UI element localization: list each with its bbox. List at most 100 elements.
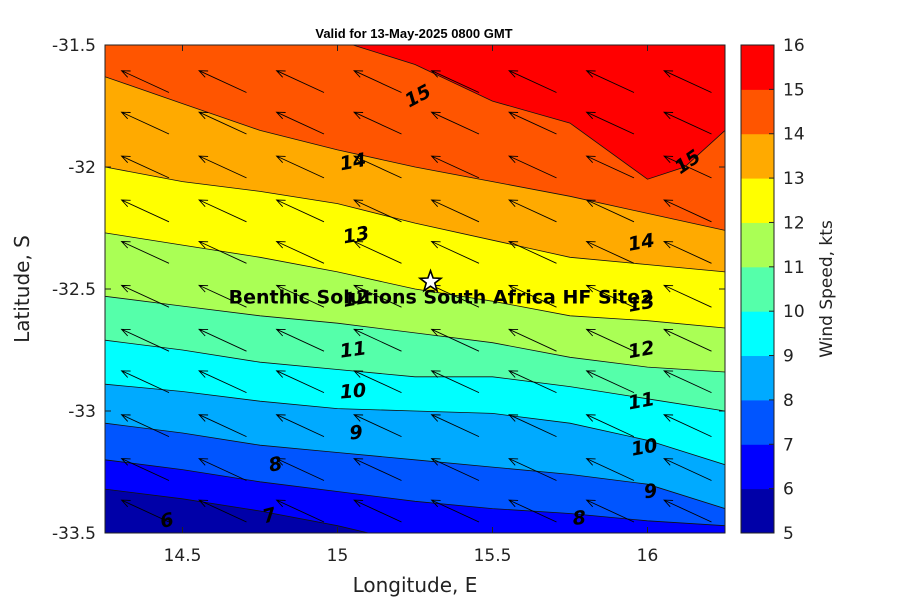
wind-arrow [120,458,170,481]
colorbar-tick-label: 14 [783,125,805,145]
wind-arrow [663,199,712,223]
site-label: Benthic Solutions South Africa HF Site2 [229,287,654,309]
wind-arrow [585,370,635,394]
wind-arrow [353,328,402,352]
colorbar-tick-label: 8 [783,391,794,411]
contour-line-6 [105,488,369,533]
wind-arrow [585,111,635,135]
wind-arrow [430,328,480,352]
wind-arrow [585,284,635,308]
contour-fills [105,45,725,533]
wind-arrow [275,241,325,264]
colorbar-tick-label: 15 [783,80,805,100]
y-tick-label: -32.5 [52,280,96,300]
contour-line-12 [105,232,725,329]
wind-arrow [275,370,325,394]
wind-arrow [353,155,402,179]
wind-arrow [198,414,247,438]
wind-arrow [430,199,480,223]
wind-arrow [430,458,480,481]
wind-arrow [663,70,712,93]
wind-arrow [585,241,635,264]
wind-arrow [198,70,247,93]
colorbar-block-10 [741,266,774,312]
x-tick-label: 14.5 [164,546,202,566]
wind-arrow [430,370,480,394]
wind-arrows [120,70,712,523]
wind-arrow [198,241,247,264]
wind-arrow [120,155,170,179]
colorbar-tick-label: 11 [783,258,805,278]
colorbar-tick-label: 10 [783,302,805,322]
contour-label: 6 [158,509,176,533]
wind-arrow [353,70,402,93]
wind-arrow [663,241,712,264]
wind-arrow [198,284,247,308]
wind-arrow [198,370,247,394]
wind-arrow [430,155,480,179]
wind-arrow [353,414,402,438]
wind-arrow [585,458,635,481]
wind-arrow [353,499,402,523]
wind-arrow [663,458,712,481]
wind-arrow [663,111,712,135]
wind-arrow [120,241,170,264]
y-tick-label: -33 [68,402,96,422]
colorbar-tick-label: 7 [783,435,794,455]
wind-arrow [430,414,480,438]
colorbar-tick-label: 6 [783,480,794,500]
wind-arrow [198,111,247,135]
wind-arrow [275,328,325,352]
y-tick-label: -31.5 [52,36,96,56]
wind-arrow [508,111,557,135]
wind-arrow [198,458,247,481]
wind-arrow [430,70,480,93]
colorbar-tick-label: 16 [783,36,805,56]
contour-label: 12 [341,286,371,312]
x-axis-label: Longitude, E [353,573,478,597]
wind-arrow [663,499,712,523]
site-marker-group: Benthic Solutions South Africa HF Site2 [229,268,654,309]
wind-arrow [275,155,325,179]
wind-arrow [508,499,557,523]
wind-arrow [275,70,325,93]
y-axis-label: Latitude, S [10,235,34,343]
wind-arrow [585,199,635,223]
wind-arrow [508,328,557,352]
contour-label: 10 [339,379,367,403]
colorbar-label: Wind Speed, kts [817,220,837,358]
x-tick-label: 16 [637,546,659,566]
colorbar-block-8 [741,355,774,401]
wind-arrow [663,414,712,438]
colorbar-tick-label: 5 [783,524,794,544]
colorbar-block-5 [741,488,774,534]
wind-arrow [353,284,402,308]
wind-arrow [508,370,557,394]
colorbar: 5 6 7 8 9 10 11 12 13 14 15 16 Wind Speed, kts [740,36,837,544]
wind-arrow [198,328,247,352]
contour-lines [105,45,725,533]
x-axis-ticks: 14.5 15 15.5 16 [164,45,659,566]
fill-region-15-16 [353,45,725,180]
wind-arrow [275,499,325,523]
colorbar-block-15 [741,45,774,90]
wind-arrow [120,284,170,308]
wind-arrow [585,328,635,352]
wind-arrow [508,70,557,93]
contour-line-11 [105,295,725,373]
colorbar-tick-label: 12 [783,213,805,233]
wind-arrow [508,284,557,308]
wind-arrow [275,284,325,308]
colorbar-tick-label: 9 [783,347,794,367]
chart-title: Valid for 13-May-2025 0800 GMT [315,26,512,41]
colorbar-frame [740,44,775,534]
wind-arrow [120,70,170,93]
contour-label: 12 [626,337,656,363]
wind-arrow [120,199,170,223]
wind-arrow [430,241,480,264]
contour-line-9 [105,383,725,466]
x-tick-label: 15.5 [474,546,512,566]
wind-arrow [275,199,325,223]
colorbar-block-11 [741,222,774,268]
